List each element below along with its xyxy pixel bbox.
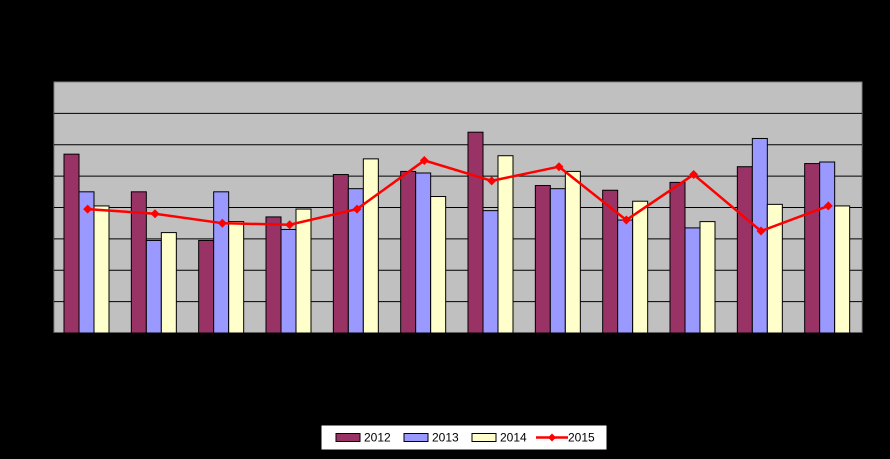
bar-2014 [228,221,245,334]
legend-label-2015: 2015 [568,431,595,445]
legend-label-2012: 2012 [364,431,391,445]
point-2015 [554,162,564,172]
point-2015 [352,204,362,214]
legend: 2012 2013 2014 2015 [320,424,608,451]
bar-2013 [415,172,432,334]
legend-label-2014: 2014 [500,431,527,445]
point-2015 [823,201,833,211]
bar-2013 [819,161,836,334]
bar-2014 [160,232,177,334]
legend-swatch-2012 [335,433,361,442]
point-2015 [419,155,429,165]
grid-lines [54,112,862,303]
bar-2013 [145,239,162,334]
bar-2012 [669,181,686,334]
bar-2012 [198,239,215,334]
bar-2012 [736,166,753,334]
bar-2014 [295,208,312,334]
bar-2014 [497,155,514,334]
legend-swatch-2014 [471,433,497,442]
bar-2013 [617,219,634,334]
bar-2013 [280,228,297,334]
bar-2012 [467,131,484,334]
bar-2012 [63,153,80,334]
point-2015 [150,209,160,219]
bar-2014 [632,200,649,334]
bar-2012 [265,216,282,334]
bar-2014 [564,170,581,334]
point-2015 [487,176,497,186]
point-2015 [217,218,227,228]
point-2015 [621,215,631,225]
x-axis [53,332,863,338]
bar-2012 [332,174,349,334]
legend-label-2013: 2013 [432,431,459,445]
line-series [83,155,833,236]
bar-2014 [93,205,110,334]
legend-swatch-2013 [403,433,429,442]
bar-2014 [834,205,851,334]
bar-2014 [362,158,379,334]
point-2015 [285,220,295,230]
bar-2013 [482,210,499,334]
point-2015 [83,204,93,214]
point-2015 [689,170,699,180]
point-2015 [756,226,766,236]
bar-2013 [751,137,768,334]
line-2015 [87,159,829,233]
bar-2012 [400,170,417,334]
bar-2013 [78,191,95,334]
bar-2013 [684,227,701,334]
bar-2014 [430,196,447,334]
bar-2014 [699,221,716,334]
bar-2012 [804,163,821,334]
bar-2013 [213,191,230,334]
bar-2012 [534,185,551,334]
bar-2013 [549,188,566,334]
legend-marker-2015 [548,433,556,442]
